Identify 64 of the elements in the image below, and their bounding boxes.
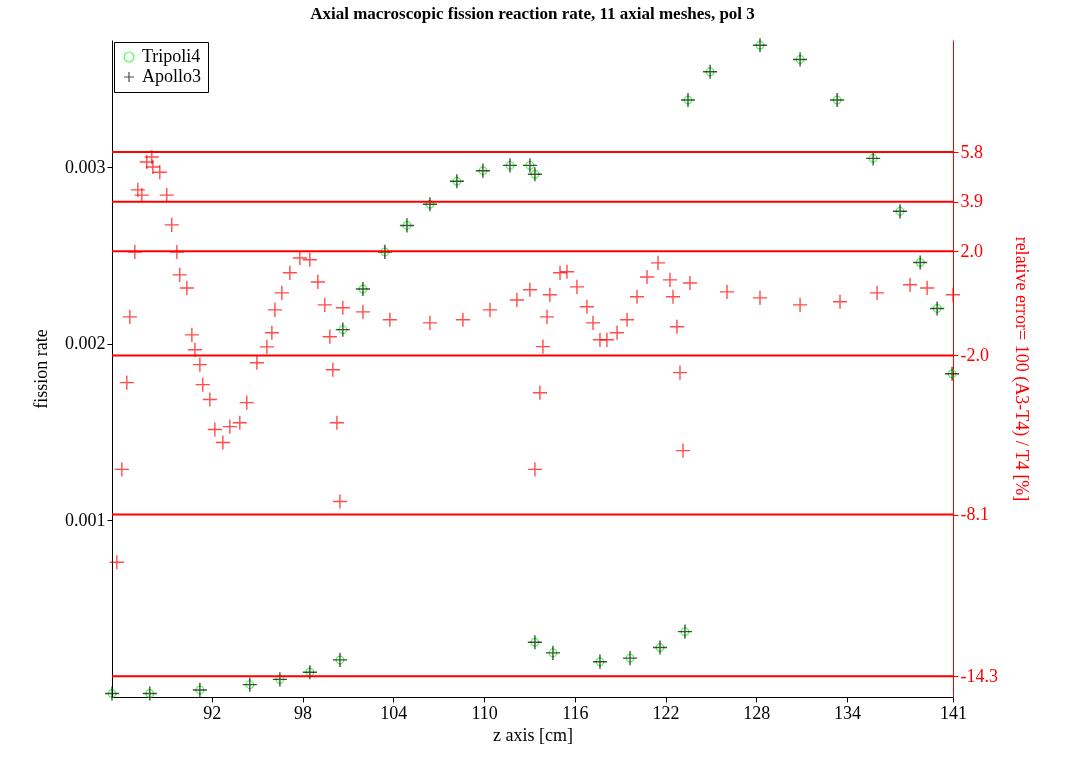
point: [795, 54, 805, 64]
point: [530, 637, 540, 647]
point: [752, 37, 768, 54]
point: [895, 206, 905, 216]
y2-tick-label: -8.1: [960, 504, 989, 524]
legend-label: Apollo3: [142, 66, 202, 86]
point: [107, 689, 117, 698]
x-tick-label: 98: [294, 702, 313, 723]
point: [652, 639, 668, 656]
y-tick-label: 0.001: [65, 509, 106, 530]
y-tick-label: 0.003: [65, 156, 106, 177]
point: [595, 657, 605, 667]
point: [275, 674, 285, 684]
y2-tick-label: -14.3: [960, 665, 998, 686]
chart-title: Axial macroscopic fission reaction rate, 11 axial meshes, pol 3: [310, 4, 755, 24]
point: [915, 258, 925, 267]
point: [929, 300, 945, 317]
y2-axis-title: relative error= 100 (A3-T4) / T4 [%]: [1010, 236, 1032, 502]
point: [245, 680, 255, 690]
x-tick-label: 122: [652, 702, 680, 723]
point: [452, 176, 462, 186]
point: [892, 203, 908, 220]
point: [478, 166, 488, 176]
y-axis-title: fission rate: [31, 329, 51, 409]
point: [305, 667, 315, 677]
x-tick-label: 92: [203, 702, 222, 723]
point: [677, 623, 693, 640]
point: [525, 160, 535, 170]
point: [655, 643, 665, 653]
point: [755, 40, 765, 50]
point: [142, 685, 158, 702]
point: [912, 254, 928, 271]
point: [399, 217, 415, 234]
x-tick-label: 141: [940, 702, 967, 723]
point: [680, 627, 690, 637]
point: [338, 325, 348, 335]
y2-tick-label: 5.8: [960, 141, 983, 162]
point: [402, 220, 412, 230]
point: [145, 689, 155, 698]
x-axis-title: z axis [cm]: [493, 724, 573, 745]
point: [449, 173, 465, 190]
y2-tick-label: 3.9: [960, 191, 983, 212]
point: [792, 51, 808, 68]
point: [272, 671, 288, 688]
point: [422, 196, 438, 213]
legend-label: Tripoli4: [142, 46, 201, 66]
x-tick-label: 134: [834, 702, 862, 723]
point: [527, 634, 543, 651]
point: [335, 321, 351, 338]
point: [592, 653, 608, 670]
x-tick-label: 104: [380, 702, 408, 723]
point: [502, 157, 518, 174]
point: [932, 303, 942, 313]
point: [868, 153, 878, 163]
y-tick-label: 0.002: [65, 333, 106, 354]
point: [302, 664, 318, 681]
point: [475, 162, 491, 179]
y2-tick-label: 2.0: [960, 240, 983, 261]
x-tick-label: 128: [743, 702, 771, 723]
x-tick-label: 110: [471, 702, 498, 723]
x-tick-label: 116: [562, 702, 589, 723]
point: [242, 676, 258, 693]
point: [505, 160, 515, 170]
y2-tick-label: -2.0: [960, 344, 989, 365]
